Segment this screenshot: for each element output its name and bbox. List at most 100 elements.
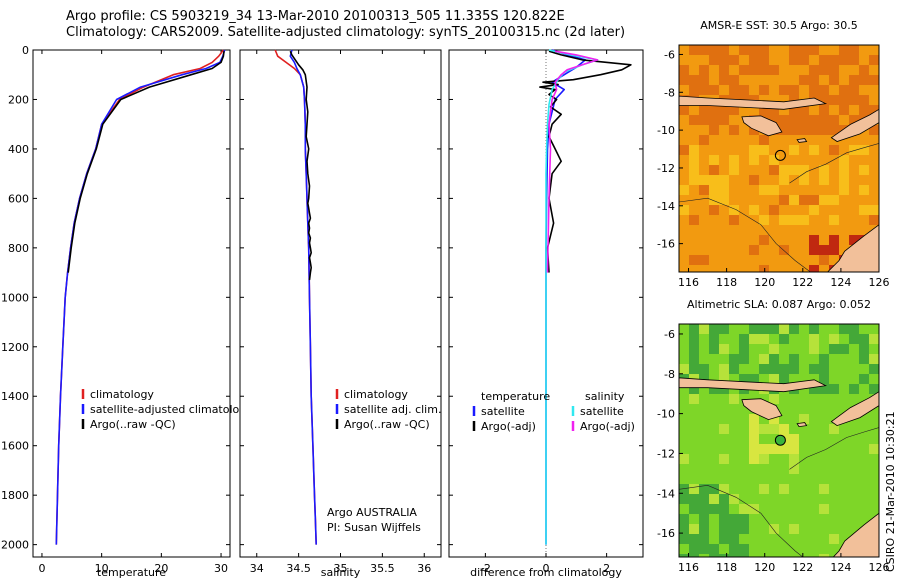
sla_map-cell (679, 544, 689, 554)
sst_map-cell (689, 185, 699, 195)
sst_map-cell (679, 155, 689, 165)
sst_map-cell (689, 205, 699, 215)
sst_map-cell (799, 65, 809, 75)
sst_map-cell (859, 145, 869, 155)
sla_map-cell (699, 384, 709, 394)
sla_map-cell (739, 454, 749, 464)
sst_map-cell (869, 75, 879, 85)
land-polygon (679, 377, 828, 393)
sst_map-cell (809, 105, 819, 115)
sst_map-cell (789, 255, 799, 265)
sla_map-cell (739, 414, 749, 424)
sst_map-cell (859, 225, 869, 235)
sst_map-cell (769, 195, 779, 205)
sst_map-cell (699, 185, 709, 195)
sla_map-cell (719, 404, 729, 414)
legend-label: satellite-adjusted climatology (90, 403, 253, 416)
temperature-panel: 0 10 20 30 0 200 400 600 800 1000 1200 1400 1600 1800… (1, 44, 253, 579)
sst_map-cell (779, 175, 789, 185)
sla_map-cell (779, 494, 789, 504)
sla_map-cell (679, 384, 689, 394)
sst_map-cell (719, 135, 729, 145)
sst_map-cell (749, 85, 759, 95)
sst_map-cell (729, 165, 739, 175)
salinity-series-satellite-adj-clim- (289, 49, 317, 545)
sst_map-cell (829, 45, 839, 55)
sst_map-cell (809, 155, 819, 165)
temperature-xtick-label: 20 (154, 562, 168, 575)
sst_map-cell (779, 165, 789, 175)
sla_map-cell (869, 464, 879, 474)
sla_map-cell (759, 534, 769, 544)
sla_map-cell (689, 394, 699, 404)
sla_map-cell (709, 374, 719, 384)
depth-tick-label: 600 (8, 192, 29, 205)
sst_map-cell (749, 235, 759, 245)
sla_map-cell (739, 524, 749, 534)
sst_map-cell (719, 65, 729, 75)
sst_map-cell (719, 195, 729, 205)
sst_map-cell (729, 135, 739, 145)
sst_map-ytick-label: -14 (657, 200, 675, 213)
sla_map-cell (849, 334, 859, 344)
sla_map-cell (799, 374, 809, 384)
sla_map-cell (749, 364, 759, 374)
sla_map-cell (789, 434, 799, 444)
sst_map-cell (739, 255, 749, 265)
sst_map-cell (759, 85, 769, 95)
sst_map-cell (839, 185, 849, 195)
sst_map-cell (819, 115, 829, 125)
sst_map-cell (739, 85, 749, 95)
sla_map-cell (709, 464, 719, 474)
sla_map-cell (819, 404, 829, 414)
sla_map-cell (869, 504, 879, 514)
sst_map-cell (679, 105, 689, 115)
sst_map-cell (779, 155, 789, 165)
sla_map-cell (729, 334, 739, 344)
sla_map-cell (789, 404, 799, 414)
sla_map-cell (789, 394, 799, 404)
sla_map-cell (799, 444, 809, 454)
sla_map-cell (709, 554, 719, 557)
sla_map-cell (709, 334, 719, 344)
sla_map-cell (699, 504, 709, 514)
sla_map-cell (809, 524, 819, 534)
sst_map-cell (779, 55, 789, 65)
sst_map-cell (679, 125, 689, 135)
sst_map-cell (679, 205, 689, 215)
sla_map-cell (829, 394, 839, 404)
sla_map-cell (749, 334, 759, 344)
sst_map-cell (789, 245, 799, 255)
sla_map-cell (749, 454, 759, 464)
sla_map-cell (699, 434, 709, 444)
sst_map-cell (699, 175, 709, 185)
sla_map-cell (739, 554, 749, 557)
sst_map-cell (739, 75, 749, 85)
sst_map-cell (709, 245, 719, 255)
sla_map-cell (689, 344, 699, 354)
sla_map-cell (759, 424, 769, 434)
sst_map-cell (719, 165, 729, 175)
sla_map-cell (789, 444, 799, 454)
sst_map-cell (779, 65, 789, 75)
sst_map-cell (699, 135, 709, 145)
sla_map-cell (849, 364, 859, 374)
sst_map-cell (809, 135, 819, 145)
sla_map-cell (699, 334, 709, 344)
sla_map-cell (739, 474, 749, 484)
salinity-series-argo-raw-qc- (289, 50, 313, 281)
sst_map-cell (799, 55, 809, 65)
sst_map-cell (819, 265, 829, 272)
sla_map-cell (849, 394, 859, 404)
sst_map-cell (779, 225, 789, 235)
sla_map-cell (699, 474, 709, 484)
sst_map-cell (749, 195, 759, 205)
sla_map-cell (719, 334, 729, 344)
sla_map-cell (809, 494, 819, 504)
sla_map-cell (799, 404, 809, 414)
sla_map-cell (679, 494, 689, 504)
legend-label: Argo(..raw -QC) (344, 418, 430, 431)
sla_map-cell (679, 474, 689, 484)
sst_map-cell (749, 155, 759, 165)
sla_map-cell (689, 384, 699, 394)
